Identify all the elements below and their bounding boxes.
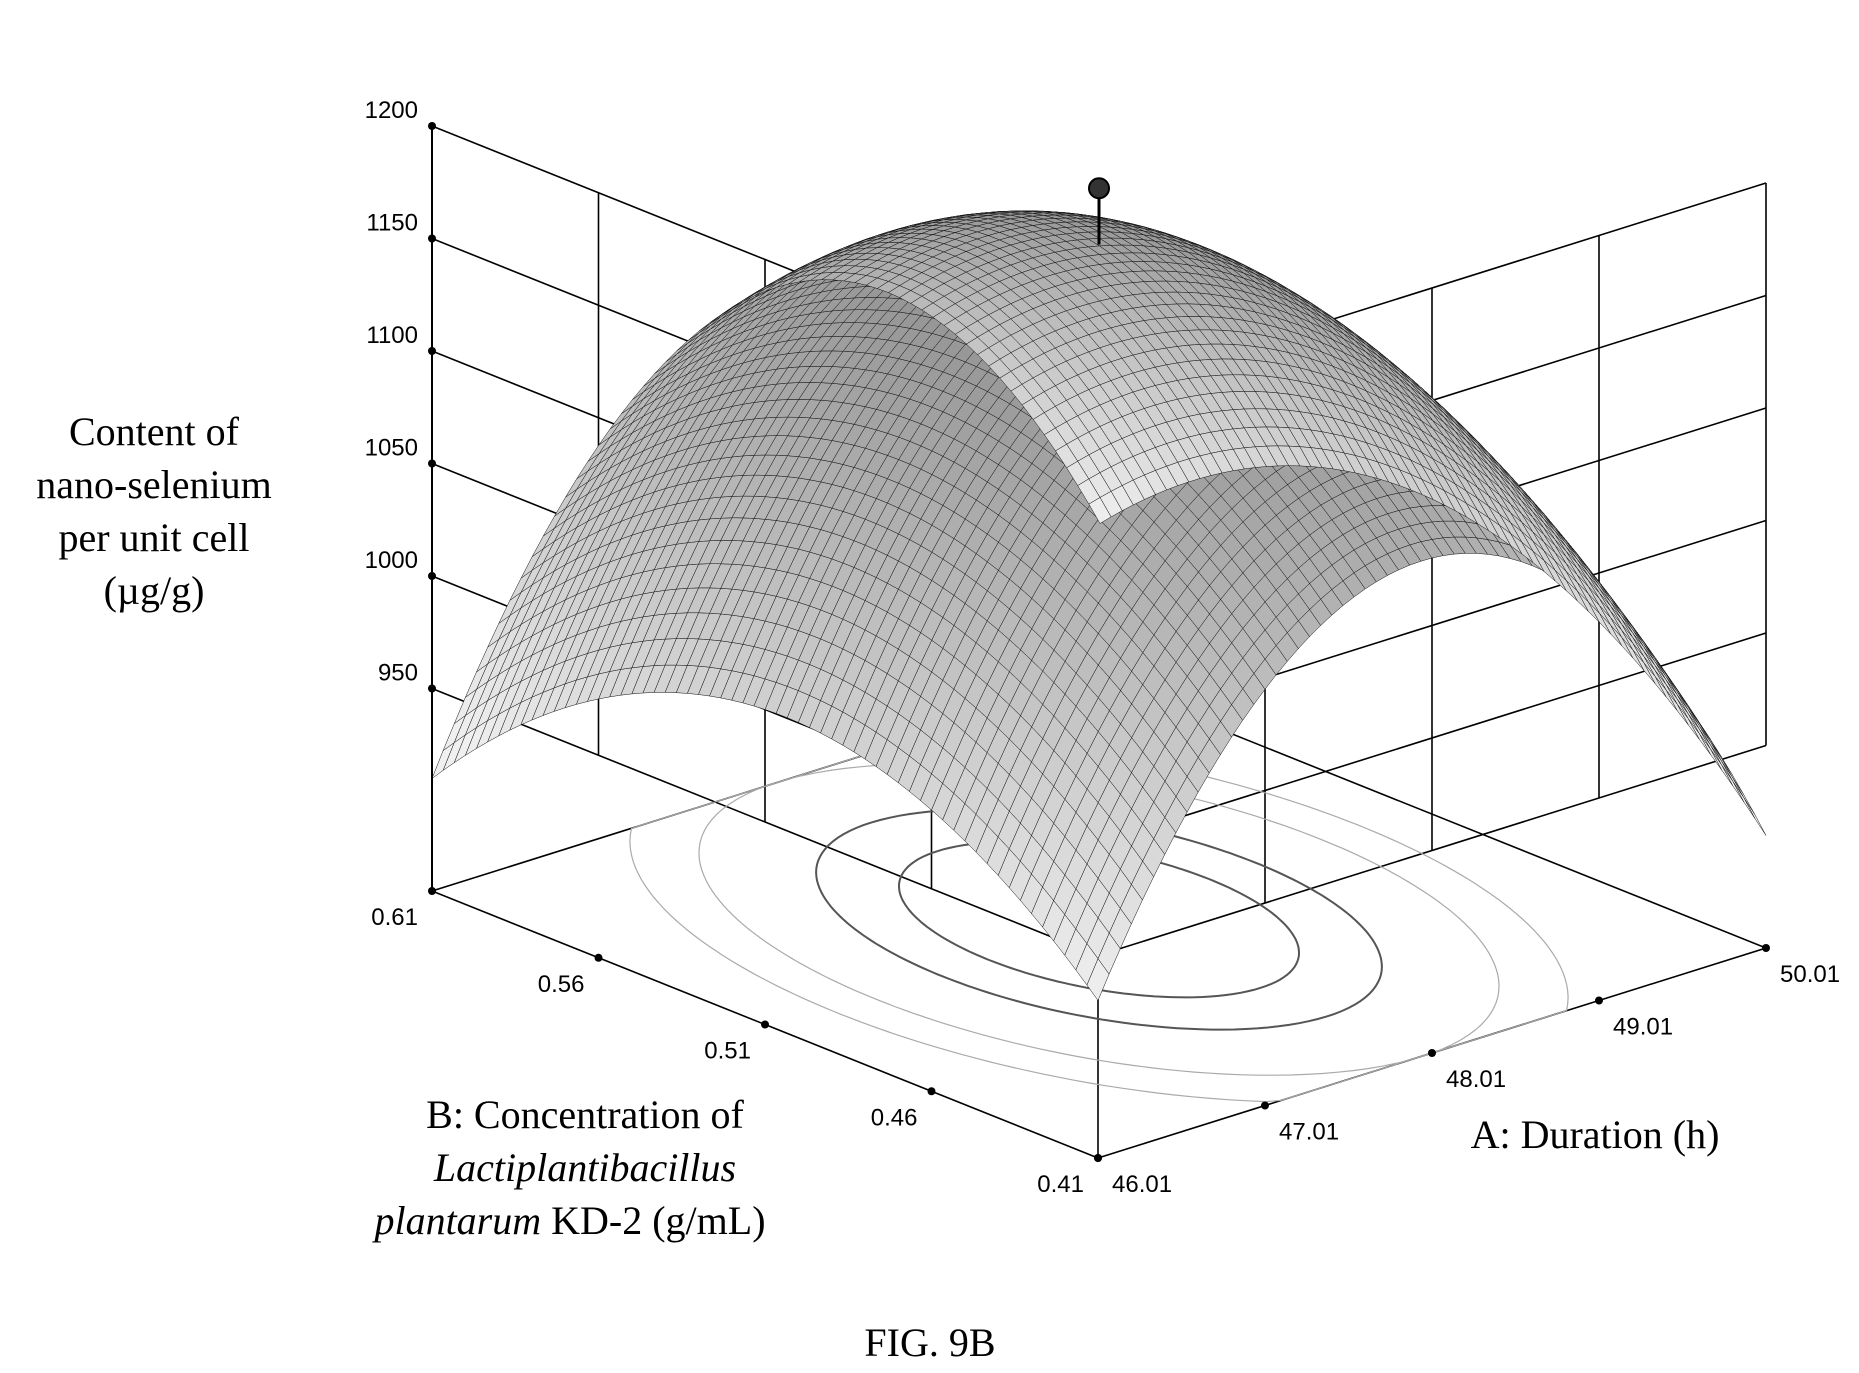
z-tick-label-2: 1050 [365, 435, 418, 462]
y-tick-mark-1 [927, 1087, 936, 1096]
z-tick-mark-5 [428, 122, 436, 130]
surface-cell [1721, 764, 1745, 803]
x-tick-label-4: 50.01 [1780, 961, 1840, 988]
z-axis-title-line-3: per unit cell [58, 515, 249, 560]
y-axis-title-strain-unit: KD-2 (g/mL) [541, 1198, 765, 1243]
y-tick-label-0: 0.41 [1037, 1171, 1084, 1198]
z-tick-label-1: 1000 [365, 547, 418, 574]
x-tick-label-0: 46.01 [1112, 1171, 1172, 1198]
z-tick-mark-0 [428, 684, 436, 693]
y-tick-label-3: 0.56 [538, 971, 585, 998]
y-axis-title-species: Lactiplantibacillus [433, 1145, 736, 1190]
z-tick-label-4: 1150 [366, 210, 418, 237]
z-tick-label-5: 1200 [365, 97, 418, 124]
surface-cell [1710, 744, 1733, 782]
z-tick-mark-2 [428, 459, 436, 468]
z-tick-mark-3 [428, 347, 436, 355]
x-tick-mark-3 [1595, 996, 1603, 1005]
z-tick-mark-1 [428, 572, 436, 580]
y-axis-title-line-3: plantarum KD-2 (g/mL) [371, 1198, 765, 1243]
z-axis-title-line-1: Content of [69, 409, 240, 454]
y-tick-mark-4 [428, 887, 436, 895]
x-tick-label-1: 47.01 [1279, 1119, 1339, 1146]
figure-caption: FIG. 9B [864, 1320, 995, 1365]
surface-cell [1687, 713, 1711, 750]
y-axis-title-species-2: plantarum [371, 1198, 541, 1243]
y-tick-label-4: 0.61 [371, 904, 418, 931]
optimum-point [1088, 177, 1110, 200]
surface-cell [1732, 780, 1756, 819]
surface-cell [1676, 698, 1700, 734]
y-axis-title-line-1: B: Concentration of [426, 1092, 744, 1137]
x-tick-mark-4 [1762, 944, 1770, 952]
y-tick-mark-3 [594, 953, 603, 962]
z-axis-title-line-2: nano-selenium [36, 462, 272, 507]
x-axis-title: A: Duration (h) [1471, 1112, 1720, 1157]
surface-cell [1699, 729, 1722, 766]
z-axis-title-line-4: (µg/g) [104, 568, 205, 613]
x-tick-label-3: 49.01 [1613, 1014, 1673, 1041]
z-tick-label-3: 1100 [366, 322, 418, 349]
y-tick-mark-2 [761, 1020, 769, 1029]
x-tick-mark-2 [1428, 1049, 1436, 1057]
y-tick-label-2: 0.51 [704, 1038, 751, 1065]
x-tick-label-2: 48.01 [1446, 1066, 1506, 1093]
tick-labels: 950 1000 1050 1100 1150 1200 46.01 47.01 48.01 49… [365, 97, 1840, 1198]
x-tick-mark-1 [1261, 1101, 1269, 1110]
response-surface-mesh [431, 177, 1767, 1002]
surface-cell [1743, 797, 1767, 836]
z-tick-mark-4 [428, 234, 436, 243]
surface-cell [1710, 748, 1733, 786]
z-tick-label-0: 950 [378, 660, 418, 687]
y-tick-mark-0 [1094, 1154, 1102, 1162]
surface-cell [1088, 497, 1112, 524]
y-tick-label-1: 0.46 [871, 1104, 918, 1131]
